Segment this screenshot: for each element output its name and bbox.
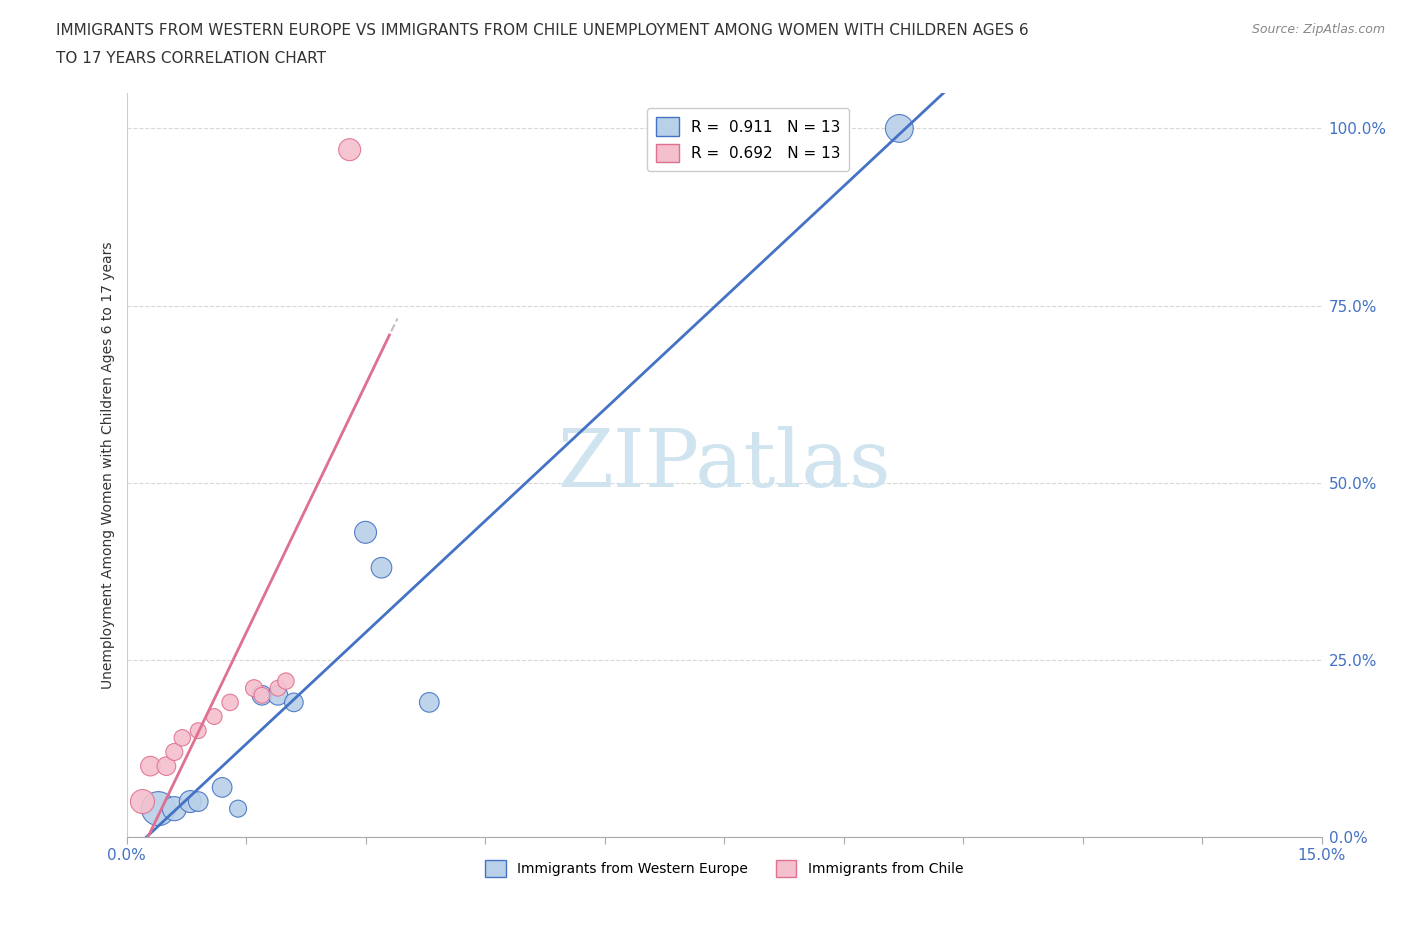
Point [418, 695, 440, 710]
Point [354, 525, 377, 539]
Text: Source: ZipAtlas.com: Source: ZipAtlas.com [1251, 23, 1385, 36]
Text: IMMIGRANTS FROM WESTERN EUROPE VS IMMIGRANTS FROM CHILE UNEMPLOYMENT AMONG WOMEN: IMMIGRANTS FROM WESTERN EUROPE VS IMMIGR… [56, 23, 1029, 38]
Point [250, 688, 273, 703]
Point [226, 802, 249, 817]
Point [250, 688, 273, 703]
Y-axis label: Unemployment Among Women with Children Ages 6 to 17 years: Unemployment Among Women with Children A… [101, 241, 115, 689]
Point [172, 730, 194, 745]
Point [889, 121, 911, 136]
Point [243, 681, 266, 696]
Point [155, 759, 177, 774]
Point [148, 802, 170, 817]
Point [267, 681, 290, 696]
Point [283, 695, 305, 710]
Point [131, 794, 153, 809]
Text: TO 17 YEARS CORRELATION CHART: TO 17 YEARS CORRELATION CHART [56, 51, 326, 66]
Point [163, 802, 186, 817]
Point [187, 794, 209, 809]
Point [211, 780, 233, 795]
Point [267, 688, 290, 703]
Point [179, 794, 201, 809]
Text: ZIPatlas: ZIPatlas [557, 426, 891, 504]
Point [339, 142, 361, 157]
Legend: Immigrants from Western Europe, Immigrants from Chile: Immigrants from Western Europe, Immigran… [479, 854, 969, 883]
Point [370, 560, 392, 575]
Point [202, 709, 225, 724]
Point [187, 724, 209, 738]
Point [163, 745, 186, 760]
Point [219, 695, 242, 710]
Point [139, 759, 162, 774]
Point [274, 673, 297, 688]
